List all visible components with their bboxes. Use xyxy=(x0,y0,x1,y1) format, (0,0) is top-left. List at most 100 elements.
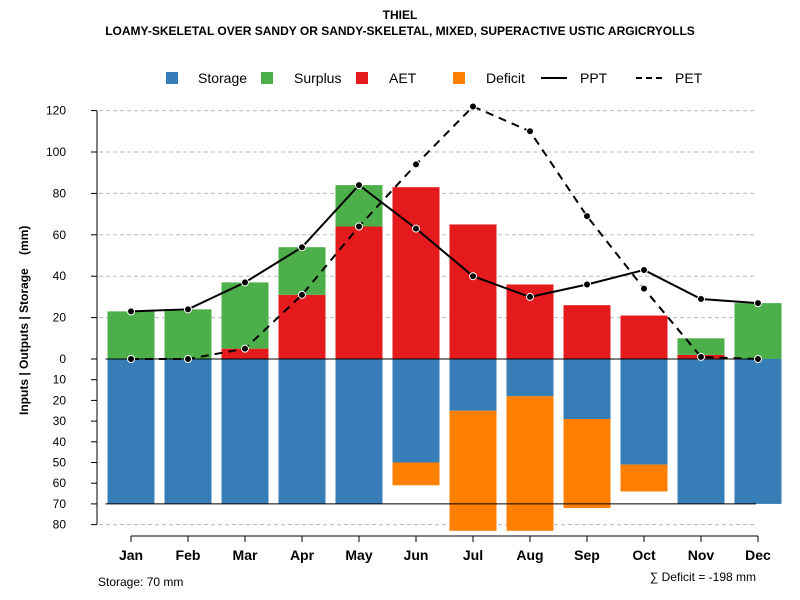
deficit-bar xyxy=(563,419,611,509)
legend: Storage Surplus AET Deficit PPT PET xyxy=(0,70,800,90)
y-tick-label: 0 xyxy=(59,352,66,366)
surplus-bar xyxy=(677,338,725,355)
surplus-bar xyxy=(221,282,269,349)
pet-line xyxy=(131,105,759,360)
x-tick-label: Aug xyxy=(516,547,543,563)
legend-label-ppt: PPT xyxy=(580,70,608,86)
chart-subtitle: LOAMY-SKELETAL OVER SANDY OR SANDY-SKELE… xyxy=(105,24,695,38)
x-tick-label: Sep xyxy=(574,547,600,563)
pet-point xyxy=(526,127,534,136)
pet-point xyxy=(469,102,477,111)
y-tick-label: 30 xyxy=(53,414,67,428)
y-tick-label: 100 xyxy=(46,145,66,159)
deficit-bar xyxy=(392,462,440,486)
x-tick-label: Apr xyxy=(290,547,315,563)
x-tick-label: May xyxy=(345,547,372,563)
y-tick-label: 70 xyxy=(53,497,67,511)
y-tick-label: 20 xyxy=(53,393,67,407)
pet-point xyxy=(127,355,135,363)
y-tick-label: 40 xyxy=(53,435,67,449)
deficit-note: ∑ Deficit = -198 mm xyxy=(649,570,756,584)
storage-bar xyxy=(563,359,611,420)
legend-label-storage: Storage xyxy=(198,70,248,86)
storage-bar xyxy=(164,359,212,504)
storage-bar xyxy=(734,359,782,504)
ppt-point xyxy=(469,272,477,281)
aet-bar xyxy=(221,348,269,359)
legend-line-ppt xyxy=(541,77,567,79)
storage-bar xyxy=(506,359,554,397)
storage-note: Storage: 70 mm xyxy=(98,575,184,589)
ppt-point xyxy=(640,265,648,274)
ppt-point xyxy=(355,181,363,190)
legend-swatch-aet xyxy=(356,72,368,84)
legend-item-pet: PET xyxy=(636,70,702,86)
ppt-point xyxy=(184,305,192,314)
aet-bar xyxy=(620,315,668,359)
legend-swatch-deficit xyxy=(453,72,465,84)
pet-point xyxy=(754,355,762,363)
legend-swatch-surplus xyxy=(261,72,273,84)
y-tick-label: 120 xyxy=(46,104,66,118)
x-tick-label: Feb xyxy=(176,547,201,563)
legend-line-pet xyxy=(636,77,662,79)
y-tick-label: 20 xyxy=(53,311,67,325)
x-tick-label: Nov xyxy=(688,547,715,563)
ppt-point xyxy=(127,307,135,316)
legend-item-deficit: Deficit xyxy=(453,70,525,86)
surplus-bar xyxy=(734,303,782,359)
ppt-point xyxy=(412,224,420,233)
surplus-bar xyxy=(335,185,383,227)
pet-point xyxy=(697,352,705,361)
pet-point xyxy=(298,290,306,299)
ppt-point xyxy=(241,278,249,287)
storage-bar xyxy=(677,359,725,504)
chart-title: THIEL xyxy=(382,8,418,22)
aet-bar xyxy=(278,294,326,359)
surplus-bar xyxy=(107,311,155,359)
deficit-bar xyxy=(449,410,497,531)
x-tick-label: Jun xyxy=(404,547,429,563)
legend-item-ppt: PPT xyxy=(541,70,607,86)
ppt-point xyxy=(526,292,534,301)
aet-bar xyxy=(449,224,497,359)
aet-bar xyxy=(392,187,440,359)
surplus-bar xyxy=(164,309,212,359)
pet-point xyxy=(640,284,648,293)
legend-label-aet: AET xyxy=(389,70,417,86)
y-tick-label: 80 xyxy=(53,518,67,532)
legend-item-storage: Storage xyxy=(166,70,247,86)
aet-bar xyxy=(563,305,611,359)
y-tick-label: 50 xyxy=(53,456,67,470)
pet-point xyxy=(355,222,363,231)
pet-point xyxy=(241,344,249,353)
deficit-bar xyxy=(506,396,554,531)
legend-label-deficit: Deficit xyxy=(486,70,525,86)
ppt-point xyxy=(697,294,705,303)
legend-swatch-storage xyxy=(166,72,178,84)
y-tick-label: 60 xyxy=(53,476,67,490)
y-tick-label: 10 xyxy=(53,373,67,387)
y-tick-label: 80 xyxy=(53,186,67,200)
surplus-bar xyxy=(278,247,326,295)
storage-bar xyxy=(335,359,383,504)
ppt-point xyxy=(583,280,591,289)
y-tick-label: 60 xyxy=(53,228,67,242)
aet-bar xyxy=(335,226,383,359)
x-tick-label: Jul xyxy=(463,547,483,563)
storage-bar xyxy=(449,359,497,411)
storage-bar xyxy=(107,359,155,504)
x-tick-label: Jan xyxy=(119,547,143,563)
pet-point xyxy=(583,212,591,221)
ppt-line xyxy=(130,183,759,313)
deficit-bar xyxy=(620,464,668,492)
y-tick-label: 40 xyxy=(53,269,67,283)
storage-bar xyxy=(278,359,326,504)
legend-item-aet: AET xyxy=(356,70,416,86)
ppt-point xyxy=(754,299,762,308)
pet-point xyxy=(412,160,420,169)
storage-bar xyxy=(392,359,440,463)
pet-point xyxy=(184,355,192,363)
legend-label-surplus: Surplus xyxy=(294,70,342,86)
